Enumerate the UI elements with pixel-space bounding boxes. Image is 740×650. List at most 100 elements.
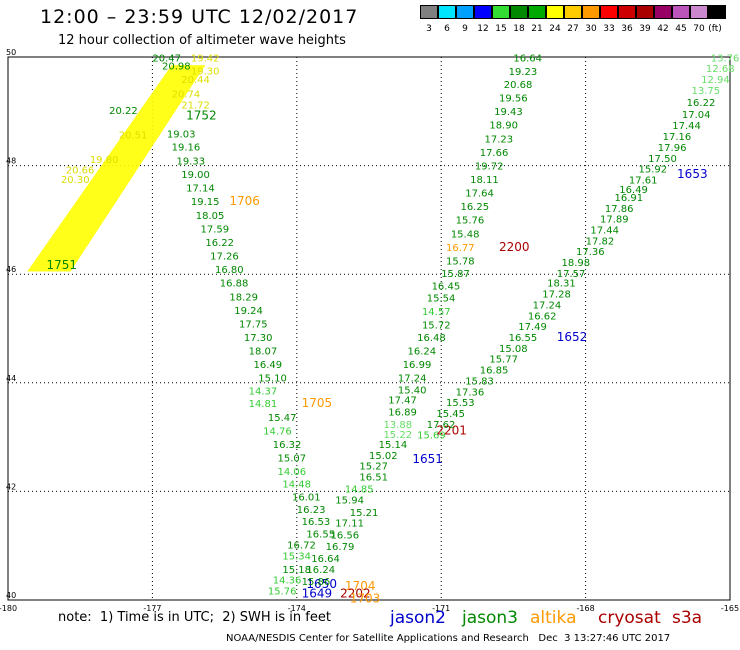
wave-height-label: 16.99 — [403, 360, 432, 371]
wave-height-label: 17.30 — [244, 333, 273, 344]
wave-height-label: 16.49 — [253, 360, 282, 371]
wave-height-label: 17.61 — [629, 176, 658, 187]
lon-tick-label: -168 — [577, 604, 595, 613]
wave-height-label: 17.44 — [672, 121, 701, 132]
scale-label: 3 — [426, 24, 432, 34]
wave-height-label: 17.36 — [576, 247, 605, 258]
wave-height-label: 15.47 — [268, 413, 297, 424]
legend-s3a: s3a — [672, 608, 703, 628]
wave-height-label: 16.62 — [528, 311, 557, 322]
wave-height-label: 14.76 — [263, 426, 292, 437]
wave-height-label: 14.37 — [249, 387, 278, 398]
wave-height-label: 15.76 — [456, 216, 485, 227]
wave-height-label: 18.29 — [229, 292, 258, 303]
scale-swatch — [492, 5, 510, 19]
pass-time-label: 1752 — [186, 108, 217, 122]
scale-label: (ft) — [708, 24, 722, 34]
wave-height-label: 17.86 — [605, 204, 634, 215]
wave-height-label: 16.89 — [388, 407, 417, 418]
wave-height-label: 19.33 — [176, 157, 205, 168]
scale-swatch — [438, 5, 456, 19]
wave-height-label: 20.68 — [504, 80, 533, 91]
wave-height-label: 16.55 — [306, 530, 335, 541]
wave-height-label: 15.27 — [359, 462, 388, 473]
wave-height-label: 16.49 — [619, 185, 648, 196]
wave-height-label: 16.53 — [302, 517, 331, 528]
scale-label: 15 — [495, 24, 507, 34]
wave-height-label: 16.23 — [297, 505, 326, 516]
wave-height-label: 15.45 — [436, 409, 465, 420]
lat-tick-label: 48 — [6, 157, 16, 166]
wave-height-label: 16.88 — [220, 279, 249, 290]
wave-height-label: 13.76 — [711, 53, 740, 64]
wave-height-label: 15.34 — [282, 551, 311, 562]
wave-height-label: 18.98 — [562, 258, 591, 269]
pass-time-label: 2201 — [436, 423, 467, 437]
scale-label: 39 — [639, 24, 651, 34]
wave-height-label: 16.91 — [614, 193, 643, 204]
wave-height-label: 19.23 — [509, 67, 538, 78]
wave-height-label: 19.30 — [191, 66, 220, 77]
lat-tick-label: 42 — [6, 482, 16, 491]
scale-label: 9 — [462, 24, 468, 34]
wave-height-label: 18.11 — [470, 175, 499, 186]
scale-label: 27 — [567, 24, 579, 34]
wave-height-label: 20.74 — [172, 90, 201, 101]
wave-height-label: 17.66 — [480, 148, 509, 159]
page-subtitle: 12 hour collection of altimeter wave hei… — [58, 33, 346, 48]
scale-swatch — [636, 5, 654, 19]
wave-height-label: 17.59 — [201, 224, 230, 235]
wave-height-label: 14.85 — [345, 484, 374, 495]
scale-swatch — [510, 5, 528, 19]
pass-time-label: 1751 — [47, 258, 78, 272]
scale-label: 42 — [657, 24, 669, 34]
wave-height-label: 17.75 — [239, 319, 268, 330]
scale-swatch — [654, 5, 672, 19]
wave-height-label: 17.44 — [590, 225, 619, 236]
wave-height-label: 16.85 — [480, 366, 509, 377]
wave-height-label: 15.69 — [417, 431, 446, 442]
wave-height-label: 15.94 — [335, 495, 364, 506]
wave-height-label: 15.07 — [278, 454, 307, 465]
wave-height-label: 17.64 — [465, 189, 494, 200]
wave-height-label: 18.31 — [547, 279, 576, 290]
scale-label: 18 — [513, 24, 525, 34]
wave-height-label: 17.24 — [398, 374, 427, 385]
wave-height-label: 16.22 — [205, 238, 234, 249]
scale-label: 6 — [444, 24, 450, 34]
wave-height-label: 17.26 — [210, 252, 239, 263]
wave-height-label: 14.06 — [278, 467, 307, 478]
scale-swatch — [456, 5, 474, 19]
wave-height-label: 14.48 — [282, 480, 311, 491]
wave-height-label: 18.07 — [249, 347, 278, 358]
wave-height-label: 17.47 — [388, 395, 417, 406]
scale-swatch — [600, 5, 618, 19]
wave-height-label: 15.54 — [427, 293, 456, 304]
wave-height-label: 15.86 — [302, 577, 331, 588]
wave-height-label: 19.80 — [90, 155, 119, 166]
scale-label: 24 — [549, 24, 561, 34]
wave-height-label: 16.55 — [509, 333, 538, 344]
wave-height-label: 16.32 — [273, 440, 302, 451]
wave-height-label: 17.24 — [533, 300, 562, 311]
lat-tick-label: 40 — [6, 591, 16, 600]
pass-time-label: 1651 — [412, 452, 443, 466]
wave-height-label: 20.30 — [61, 175, 90, 186]
wave-height-label: 16.45 — [432, 281, 461, 292]
scale-label: 70 — [693, 24, 705, 34]
scale-label: 30 — [585, 24, 597, 34]
legend-jason3: jason3 — [462, 608, 518, 628]
wave-height-label: 18.90 — [489, 121, 518, 132]
wave-height-label: 16.48 — [417, 333, 446, 344]
wave-height-label: 17.82 — [586, 236, 615, 247]
lat-tick-label: 50 — [6, 48, 16, 57]
lon-tick-label: -171 — [432, 604, 450, 613]
wave-height-label: 16.56 — [330, 531, 359, 542]
map-frame — [7, 56, 731, 601]
lat-tick-label: 44 — [6, 374, 16, 383]
wave-height-label: 16.24 — [306, 565, 335, 576]
wave-height-label: 17.28 — [542, 290, 571, 301]
wave-height-label: 20.51 — [119, 130, 148, 141]
wave-height-label: 15.83 — [465, 376, 494, 387]
